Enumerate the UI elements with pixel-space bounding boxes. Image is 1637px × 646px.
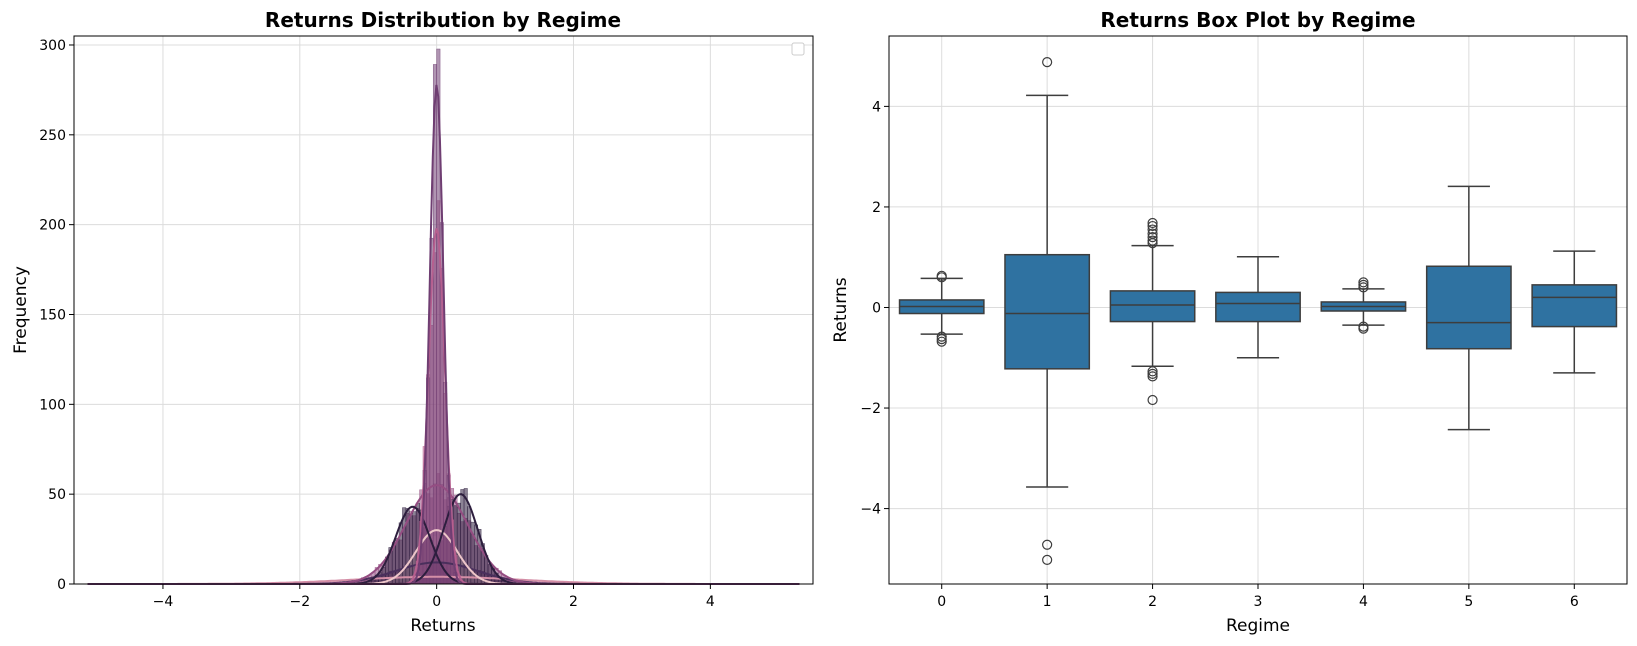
box-outlier-point (1147, 368, 1158, 379)
box-body (1004, 253, 1091, 370)
box-regime-1 (1004, 57, 1091, 565)
histogram-y-tick-label: 200 (39, 218, 66, 234)
boxplot-y-tick-label: 0 (872, 300, 881, 316)
box-outlier-point (1358, 279, 1369, 290)
histogram-x-tick-label: 0 (432, 594, 441, 610)
boxplot-y-ticks: −4 −2 0 2 4 (860, 99, 889, 518)
box-outlier-point (1042, 539, 1053, 550)
histogram-y-ticks: 0 50 100 150 200 250 300 (39, 38, 74, 593)
histogram-y-tick-label: 150 (39, 307, 66, 323)
histogram-y-label: Frequency (11, 266, 31, 354)
box-outlier-point (936, 331, 947, 342)
box-outlier-point (1358, 282, 1369, 293)
histogram-x-tick-label: 2 (569, 594, 578, 610)
histogram-axes-frame (73, 35, 814, 585)
histogram-x-tick-label: −2 (289, 594, 310, 610)
box-outlier-point (1358, 277, 1369, 288)
box-outlier-point (1147, 235, 1158, 246)
box-outlier-point (1147, 371, 1158, 382)
box-regime-3 (1215, 255, 1301, 359)
box-outlier-point (1147, 228, 1158, 239)
histogram-x-tick-label: −4 (153, 594, 174, 610)
box-outlier-point (936, 270, 947, 281)
boxplot-y-tick-label: −4 (860, 502, 881, 518)
boxplot-x-tick-label: 4 (1359, 594, 1368, 610)
histogram-title: Returns Distribution by Regime (265, 8, 621, 32)
box-regime-6 (1531, 250, 1618, 374)
box-body (1531, 284, 1618, 328)
boxplot-x-tick-label: 1 (1043, 594, 1052, 610)
box-regime-4 (1320, 277, 1407, 334)
boxplot-x-tick-label: 0 (937, 594, 946, 610)
box-outlier-point (936, 334, 947, 345)
legend-box (791, 42, 805, 56)
boxplot-boxes (898, 57, 1618, 565)
histogram-bar (467, 506, 472, 585)
box-outlier-point (1147, 224, 1158, 235)
box-body (1109, 290, 1196, 323)
histogram-y-tick-label: 250 (39, 128, 66, 144)
histogram-x-tick-label: 4 (706, 594, 715, 610)
box-outlier-point (1147, 366, 1158, 377)
box-outlier-point (1147, 232, 1158, 243)
box-regime-2 (1109, 217, 1196, 406)
boxplot-y-tick-label: 2 (872, 200, 881, 216)
box-outlier-point (1147, 394, 1158, 406)
box-body (1215, 291, 1301, 323)
box-outlier-point (1147, 220, 1158, 232)
boxplot-y-tick-label: 4 (872, 99, 881, 115)
boxplot-y-tick-label: −2 (860, 401, 881, 417)
histogram-bar (409, 515, 413, 585)
histogram-y-tick-label: 50 (48, 487, 66, 503)
boxplot-x-tick-label: 2 (1148, 594, 1157, 610)
box-regime-5 (1425, 185, 1512, 431)
boxplot-y-label: Returns (831, 277, 851, 342)
box-outlier-point (936, 336, 947, 347)
histogram-bar (460, 489, 465, 585)
box-outlier-point (1147, 217, 1158, 229)
boxplot-x-tick-label: 3 (1254, 594, 1263, 610)
histogram-panel: Returns Distribution by Regime −4 −2 0 2 4 0… (11, 8, 814, 636)
box-body (1425, 265, 1512, 350)
histogram-x-label: Returns (410, 616, 475, 636)
boxplot-x-ticks: 0 1 2 3 4 5 6 (937, 584, 1579, 610)
histogram-y-tick-label: 300 (39, 38, 66, 54)
boxplot-title: Returns Box Plot by Regime (1100, 8, 1415, 32)
box-regime-0 (898, 270, 985, 347)
boxplot-x-tick-label: 5 (1464, 594, 1473, 610)
box-outlier-point (1358, 323, 1369, 334)
histogram-bar (463, 488, 468, 585)
box-outlier-point (1042, 57, 1053, 68)
histogram-y-tick-label: 100 (39, 397, 66, 413)
box-outlier-point (1042, 554, 1053, 565)
boxplot-x-tick-label: 6 (1570, 594, 1579, 610)
histogram-x-ticks: −4 −2 0 2 4 (153, 584, 715, 610)
boxplot-x-label: Regime (1226, 616, 1290, 636)
histogram-y-tick-label: 0 (57, 577, 66, 593)
boxplot-panel: Returns Box Plot by Regime 0 1 2 3 4 5 6 −4 −2 0… (831, 8, 1628, 636)
